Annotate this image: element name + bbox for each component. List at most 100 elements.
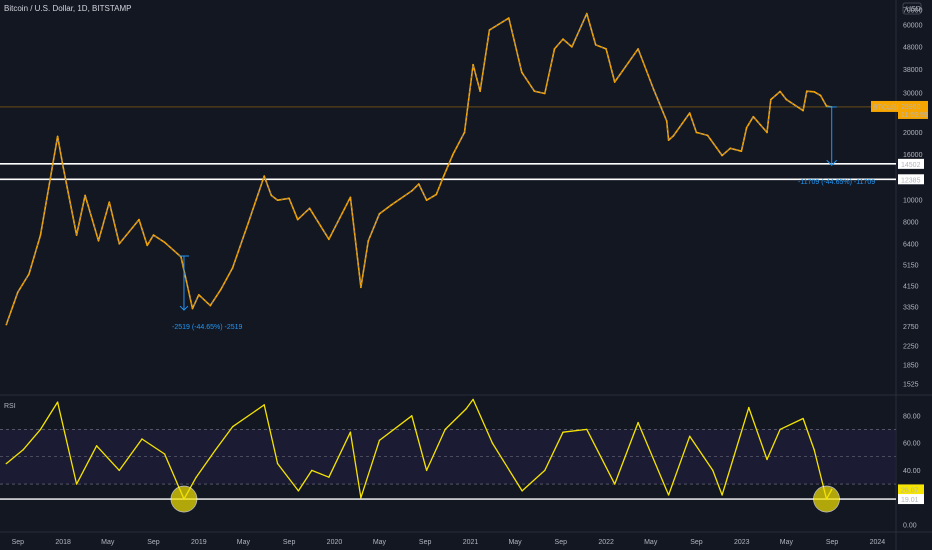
price-point — [118, 243, 121, 245]
symbol-tag — [871, 100, 898, 112]
level-price-tag — [898, 174, 924, 185]
price-series-line — [5, 12, 832, 325]
price-point — [146, 244, 148, 247]
level-price-tag — [898, 158, 924, 169]
x-tick-label: 2018 — [55, 539, 71, 546]
rsi-tick-label: 80.00 — [903, 413, 921, 420]
price-point — [752, 115, 755, 118]
price-point — [802, 109, 804, 112]
x-tick-label: 2020 — [327, 539, 343, 546]
price-point — [544, 92, 546, 95]
price-point — [191, 307, 194, 310]
rsi-current-tag — [898, 484, 924, 495]
x-tick-label: Sep — [419, 539, 432, 546]
price-tick-label: 4150 — [903, 284, 919, 291]
x-tick-label: 2021 — [463, 539, 479, 546]
rsi-low-highlight-circle — [813, 485, 840, 513]
price-point — [328, 238, 330, 241]
price-tick-label: 30000 — [903, 90, 923, 97]
rsi-point — [586, 428, 588, 431]
price-point — [435, 193, 438, 196]
x-tick-label: Sep — [826, 539, 839, 546]
x-tick-label: Sep — [555, 539, 568, 546]
price-point — [17, 291, 19, 294]
price-point — [62, 166, 64, 169]
rsi-point — [263, 404, 265, 406]
rsi-point — [748, 406, 750, 409]
rsi-level-tag — [898, 494, 924, 505]
price-point — [562, 38, 564, 40]
rsi-point — [5, 462, 8, 465]
price-point — [665, 120, 668, 122]
price-point — [819, 94, 822, 97]
price-tick-label: 10000 — [903, 198, 923, 205]
rsi-point — [444, 428, 446, 431]
price-tick-label: 1525 — [903, 382, 919, 389]
price-point — [452, 153, 454, 156]
level-price-label: 12385 — [901, 177, 921, 184]
rsi-point — [276, 462, 279, 465]
measure-arrow-2-head — [826, 159, 838, 166]
x-tick-label: 2024 — [870, 539, 886, 546]
price-point — [463, 131, 466, 134]
price-point — [84, 194, 86, 197]
rsi-point — [613, 483, 616, 485]
rsi-point — [689, 435, 691, 437]
price-tick-label: 70000 — [903, 8, 923, 15]
price-point — [613, 81, 616, 83]
rsi-point — [721, 494, 723, 496]
price-point — [813, 91, 816, 93]
price-tick-label: 1850 — [903, 363, 919, 370]
rsi-point — [22, 449, 24, 451]
price-point — [152, 234, 155, 236]
price-point — [198, 293, 200, 296]
price-point — [472, 63, 474, 66]
price-tick-label: 6400 — [903, 241, 919, 248]
price-point — [553, 48, 556, 50]
price-point — [39, 234, 42, 236]
rsi-point — [667, 494, 670, 496]
level-price-label: 14502 — [901, 162, 921, 169]
price-point — [410, 190, 413, 192]
rsi-point — [39, 428, 42, 431]
x-tick-label: May — [644, 539, 658, 546]
price-point — [308, 207, 311, 210]
rsi-current-label: 26.07 — [901, 487, 919, 494]
rsi-point — [472, 398, 474, 401]
rsi-point — [712, 469, 714, 472]
price-point — [667, 139, 670, 141]
price-point — [288, 197, 290, 200]
price-point — [138, 218, 140, 221]
rsi-point — [544, 469, 546, 472]
price-point — [5, 323, 8, 326]
price-point — [779, 90, 781, 93]
measure-arrow-1-head — [179, 305, 189, 311]
rsi-point — [349, 431, 352, 433]
price-point — [740, 150, 743, 153]
x-tick-label: 2022 — [598, 539, 614, 546]
last-price-tag — [898, 100, 928, 119]
rsi-point — [328, 476, 330, 478]
price-point — [785, 98, 788, 101]
price-point — [745, 126, 748, 129]
x-tick-label: Sep — [283, 539, 296, 546]
price-tick-label: 2750 — [903, 324, 919, 331]
price-point — [425, 199, 428, 201]
x-tick-label: Sep — [12, 539, 25, 546]
price-point — [605, 48, 607, 50]
rsi-level-label: 19.01 — [901, 497, 919, 504]
price-point — [479, 90, 481, 92]
price-tick-label: 16000 — [903, 152, 923, 159]
price-point — [586, 12, 588, 15]
measure-label-1: -2519 (-44.65%) -2519 — [172, 324, 243, 331]
rsi-series-line — [5, 398, 833, 500]
price-point — [652, 88, 655, 91]
price-point — [688, 112, 691, 114]
rsi-point — [465, 408, 467, 410]
x-tick-label: Sep — [147, 539, 160, 546]
measure-label-2: -11709 (-44.65%) -11709 — [798, 179, 875, 186]
price-point — [769, 98, 772, 101]
rsi-point — [231, 426, 234, 428]
price-point — [729, 147, 732, 150]
